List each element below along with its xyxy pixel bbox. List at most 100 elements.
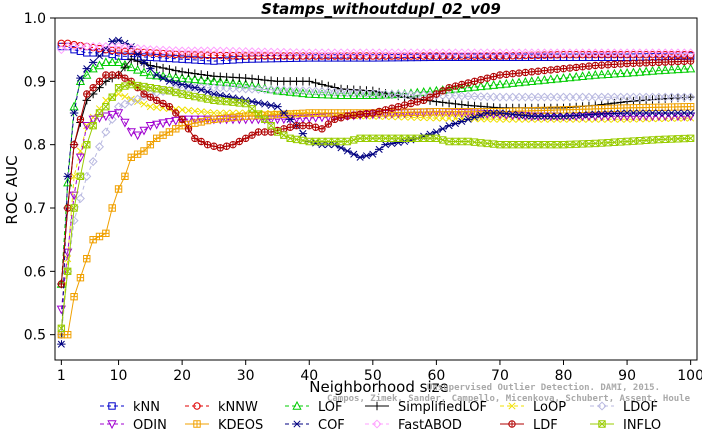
data-point-fastabod <box>342 48 352 58</box>
legend-item-loop: LoOP <box>500 400 566 415</box>
data-point-simplifiedlof <box>139 59 149 68</box>
data-point-fastabod <box>597 48 607 58</box>
data-point-lof <box>361 90 372 99</box>
data-point-fastabod <box>450 48 460 58</box>
data-point-fastabod <box>387 48 397 58</box>
legend-marker-inflo <box>598 420 606 428</box>
data-point-ldof <box>450 91 460 101</box>
data-point-kdeos <box>216 115 224 123</box>
data-point-fastabod <box>133 43 143 53</box>
data-point-ldf <box>210 142 218 150</box>
data-point-fastabod <box>107 41 117 52</box>
data-point-kdeos <box>667 103 676 111</box>
data-point-fastabod <box>527 48 537 58</box>
data-point-cof <box>279 109 289 117</box>
data-point-fastabod <box>393 48 403 58</box>
data-point-ldof <box>381 89 391 99</box>
data-point-kdeos <box>273 110 282 119</box>
data-point-odin <box>171 116 181 126</box>
data-point-ldf <box>591 61 599 70</box>
data-point-ldf <box>318 125 326 133</box>
data-point-fastabod <box>56 45 66 55</box>
x-tick-label: 50 <box>364 368 382 384</box>
x-tick-label: 60 <box>427 368 445 384</box>
legend-marker-knnw <box>193 402 201 410</box>
data-point-fastabod <box>114 41 124 52</box>
data-point-ldof <box>228 83 238 93</box>
data-point-fastabod <box>622 48 632 58</box>
data-point-kdeos <box>165 128 174 136</box>
data-point-fastabod <box>578 48 588 58</box>
series-fastabod <box>56 41 696 58</box>
data-point-ldf <box>350 111 358 119</box>
x-tick-label: 1 <box>57 368 66 384</box>
data-point-cof <box>495 109 505 117</box>
data-point-kdeos <box>210 115 218 124</box>
data-point-lof <box>164 71 175 81</box>
data-point-kdeos <box>515 107 523 115</box>
data-point-simplifiedlof <box>196 70 206 79</box>
data-point-fastabod <box>279 47 289 57</box>
data-point-loop <box>121 92 129 101</box>
data-point-inflo <box>64 267 72 276</box>
data-point-loop <box>102 96 110 104</box>
data-point-lof <box>241 79 251 89</box>
data-point-inflo <box>172 88 180 97</box>
data-point-fastabod <box>88 41 98 52</box>
data-point-cof <box>273 103 282 111</box>
data-point-fastabod <box>539 48 549 58</box>
data-point-inflo <box>280 131 288 139</box>
data-point-cof <box>336 144 346 152</box>
data-point-ldof <box>368 89 378 99</box>
data-point-cof <box>381 141 390 149</box>
data-point-lof <box>654 65 664 75</box>
data-point-fastabod <box>635 48 645 58</box>
data-point-kdeos <box>172 125 180 133</box>
data-point-cof <box>514 111 524 119</box>
data-point-fastabod <box>482 48 492 58</box>
data-point-ldof <box>361 89 371 99</box>
data-point-lof <box>546 74 556 84</box>
data-point-fastabod <box>241 47 251 57</box>
legend-marker-fastabod <box>372 419 382 429</box>
data-point-lof <box>145 69 155 79</box>
data-point-ldf <box>572 63 580 72</box>
data-point-fastabod <box>425 48 435 58</box>
data-point-odin <box>82 121 92 131</box>
data-point-odin <box>101 112 111 122</box>
data-point-ldof <box>660 92 670 102</box>
data-point-simplifiedlof <box>241 73 250 83</box>
data-point-ldf <box>299 122 307 130</box>
data-point-fastabod <box>590 48 600 58</box>
data-point-lof <box>75 76 86 86</box>
data-point-ldf <box>57 280 66 288</box>
data-point-lof <box>552 73 562 83</box>
data-point-ldof <box>622 92 632 102</box>
data-point-cof <box>476 111 486 119</box>
data-point-fastabod <box>381 48 391 58</box>
data-point-ldof <box>400 90 410 100</box>
data-point-inflo <box>439 136 447 144</box>
data-point-kdeos <box>89 235 97 244</box>
data-point-ldof <box>317 86 327 96</box>
data-point-inflo <box>70 204 78 212</box>
series-cof <box>57 36 695 348</box>
data-point-lof <box>82 69 92 79</box>
data-point-lof <box>101 57 111 67</box>
data-point-ldof <box>311 86 321 96</box>
y-tick-label: 0.7 <box>24 201 46 217</box>
data-point-lof <box>508 78 518 87</box>
data-point-kdeos <box>64 330 72 339</box>
data-point-ldof <box>222 83 232 93</box>
data-point-ldf <box>521 68 530 77</box>
data-point-cof <box>362 152 371 160</box>
data-point-loop <box>115 90 123 98</box>
data-point-ldof <box>266 85 276 95</box>
data-point-lof <box>133 64 143 74</box>
data-point-ldf <box>451 82 460 90</box>
data-point-fastabod <box>508 48 518 58</box>
data-point-ldof <box>94 142 105 152</box>
data-point-lof <box>565 72 575 82</box>
data-point-ldf <box>229 141 237 149</box>
